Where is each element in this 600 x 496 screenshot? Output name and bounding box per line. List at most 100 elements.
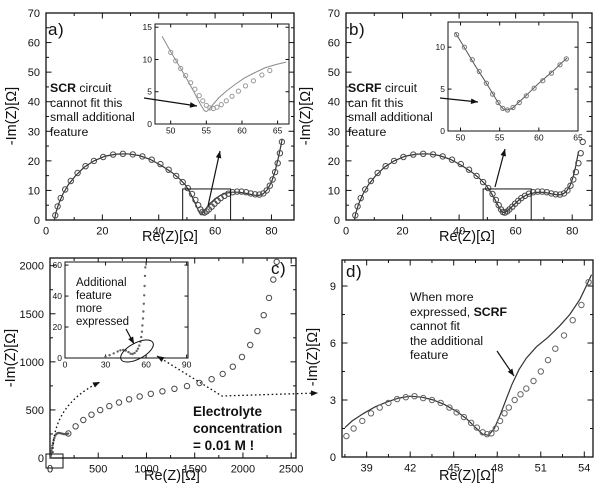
data-point [530, 189, 537, 196]
data-point [256, 191, 263, 198]
x-tick-label: 20 [396, 226, 408, 238]
panel-d-plot: 39 42 45 48 51 54 0 3 6 9 [330, 259, 594, 475]
data-point [139, 153, 146, 160]
data-point [238, 188, 245, 195]
data-point [552, 191, 559, 198]
data-point [238, 353, 246, 361]
x-tick-label: 1500 [182, 464, 206, 476]
annotation-bold-term: SCRF [473, 304, 508, 319]
zoom-region-box [482, 188, 532, 221]
data-point [411, 393, 418, 400]
data-point [367, 177, 375, 185]
data-point [80, 416, 87, 424]
arrowhead [92, 382, 100, 388]
fit-line [344, 274, 593, 436]
data-point [564, 187, 571, 194]
panel-b-plot: 0 20 40 60 80 0 10 20 30 40 50 60 70 50 55 60 65 0 5 10 [328, 8, 593, 238]
data-point [382, 163, 389, 170]
data-point [496, 417, 504, 425]
data-point [537, 368, 544, 375]
y-tick-label: 30 [28, 126, 40, 138]
data-dot [131, 352, 134, 356]
data-point [254, 327, 261, 335]
y-tick-label: 3 [330, 395, 336, 407]
annotation-text: Electrolyte concentration = 0.01 M ! [193, 404, 283, 453]
data-point [359, 417, 366, 425]
x-tick-label: 60 [141, 360, 151, 370]
y-tick-label: 0 [330, 452, 336, 464]
data-point [428, 396, 436, 404]
data-point [446, 404, 453, 411]
data-dot [116, 350, 119, 353]
y-tick-label: 10 [436, 42, 446, 52]
data-point [500, 105, 506, 112]
y-tick-label: 30 [328, 126, 340, 138]
y-tick-label: 500 [26, 405, 44, 417]
data-point [563, 56, 569, 62]
data-point [269, 176, 276, 183]
y-tick-label: 10 [328, 185, 340, 197]
data-point [453, 409, 460, 416]
data-point [483, 431, 491, 438]
data-point [461, 44, 467, 50]
data-point [109, 151, 117, 158]
data-point [531, 85, 537, 91]
axes-box [49, 257, 297, 459]
data-dot [53, 436, 56, 440]
data-dot [104, 355, 107, 358]
data-point [57, 194, 64, 202]
annotation-text: circuit can fit this small additional fe… [348, 81, 433, 139]
data-point [136, 393, 143, 400]
x-tick-label: 20 [96, 226, 108, 238]
y-tick-label: 20 [28, 156, 40, 168]
data-point [572, 168, 580, 176]
y-tick-label: 60 [53, 260, 63, 270]
data-dot [136, 347, 140, 350]
y-tick-label: 10 [28, 185, 40, 197]
panel-d-yaxis-title: -Im(Z)[Ω] [305, 327, 321, 387]
data-point [274, 160, 281, 167]
data-dot [143, 284, 146, 288]
panel-connector [52, 381, 101, 454]
data-point [523, 385, 530, 392]
y-tick-label: 50 [328, 67, 340, 79]
data-point [214, 104, 220, 110]
arrowhead [470, 98, 478, 105]
data-point [385, 399, 392, 407]
x-tick-label: 0 [43, 226, 49, 238]
data-point [473, 172, 480, 180]
data-point [157, 160, 164, 168]
annotation-arrow-line [207, 150, 221, 207]
data-dot [129, 352, 132, 355]
data-point [159, 388, 166, 395]
data-point [173, 58, 179, 64]
data-point [492, 425, 499, 432]
y-tick-label: 70 [28, 8, 40, 20]
data-point [569, 317, 576, 324]
y-tick-label: 70 [328, 8, 340, 20]
panel-c-inset-annotation: Additional feature more expressed [76, 277, 146, 329]
data-point [179, 178, 186, 186]
data-point [454, 32, 460, 38]
data-point [218, 102, 224, 108]
data-dot [133, 351, 136, 355]
fit-line [454, 31, 568, 111]
data-point [570, 176, 577, 183]
data-point [67, 177, 75, 185]
x-tick-label: 0 [343, 226, 349, 238]
data-point [437, 399, 444, 407]
data-point [485, 184, 492, 192]
data-point [196, 93, 202, 99]
data-point [556, 191, 564, 198]
data-point [354, 203, 361, 210]
x-tick-label: 30 [101, 360, 111, 370]
data-point [540, 78, 546, 84]
y-tick-label: 5 [440, 84, 445, 94]
data-point [457, 160, 464, 168]
data-point [200, 98, 206, 104]
data-dot [138, 344, 141, 347]
data-point [97, 406, 104, 414]
data-point [183, 382, 191, 390]
y-tick-label: 1500 [20, 309, 44, 321]
data-point [100, 153, 107, 161]
